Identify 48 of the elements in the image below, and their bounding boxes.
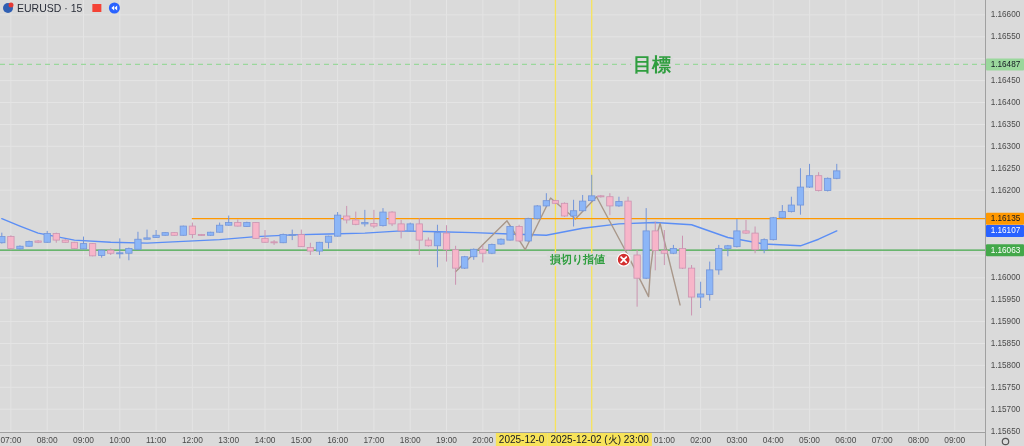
- x-tick-label: 09:00: [944, 434, 966, 445]
- x-tick-label: 08:00: [907, 434, 930, 445]
- chart-title: EURUSD · 15: [17, 2, 83, 14]
- x-tick-label: 02:00: [690, 434, 712, 445]
- annotation: 目標: [633, 53, 672, 75]
- y-tick-label: 1.15650: [990, 426, 1021, 436]
- ref-line-label: 2025-12-0: [498, 434, 545, 445]
- y-tick-label: 1.15750: [990, 382, 1021, 392]
- data-label: 1.16135: [990, 214, 1021, 224]
- y-tick-label: 1.16200: [990, 185, 1021, 195]
- y-tick-label: 1.15800: [990, 360, 1021, 370]
- x-tick-label: 18:00: [399, 434, 422, 445]
- ref-line-label: 1.16063: [990, 245, 1021, 255]
- y-tick-label: 1.16300: [990, 141, 1021, 151]
- x-tick-label: 04:00: [762, 434, 785, 445]
- x-tick-label: 15:00: [290, 434, 313, 445]
- y-tick-label: 1.15950: [990, 295, 1021, 305]
- x-tick-label: 19:00: [436, 434, 458, 445]
- ref-line-label: 1.16487: [990, 59, 1021, 69]
- y-tick-label: 1.16000: [990, 273, 1021, 283]
- x-tick-label: 16:00: [327, 434, 349, 445]
- x-tick-label: 09:00: [73, 434, 95, 445]
- text: 1.16107: [990, 226, 1021, 236]
- x-tick-label: 13:00: [218, 434, 240, 445]
- x-tick-label: 10:00: [109, 434, 131, 445]
- y-tick-label: 1.16350: [990, 119, 1021, 129]
- y-tick-label: 1.16250: [990, 163, 1021, 173]
- y-tick-label: 1.15900: [990, 317, 1021, 327]
- y-tick-label: 1.16450: [990, 76, 1021, 86]
- x-tick-label: 12:00: [181, 434, 204, 445]
- x-tick-label: 03:00: [726, 434, 748, 445]
- y-tick-label: 1.15700: [990, 404, 1021, 414]
- x-tick-label: 01:00: [653, 434, 676, 445]
- x-tick-label: 14:00: [254, 434, 276, 445]
- x-tick-label: 05:00: [799, 434, 821, 445]
- y-tick-label: 1.15850: [990, 339, 1021, 348]
- x-tick-label: 17:00: [363, 434, 385, 445]
- y-tick-label: 1.16600: [990, 10, 1021, 20]
- x-tick-label: 06:00: [835, 434, 857, 445]
- ref-line-label: 2025-12-02 (火) 23:00: [550, 434, 650, 445]
- annotation: 損切り指値: [548, 253, 605, 267]
- x-tick-label: 08:00: [36, 434, 59, 445]
- x-tick-label: 11:00: [145, 434, 167, 445]
- x-tick-label: 20:00: [472, 434, 494, 445]
- x-tick-label: 07:00: [871, 434, 893, 445]
- x-tick-label: 07:00: [0, 434, 22, 445]
- y-tick-label: 1.16550: [990, 32, 1021, 42]
- y-tick-label: 1.16400: [990, 98, 1021, 108]
